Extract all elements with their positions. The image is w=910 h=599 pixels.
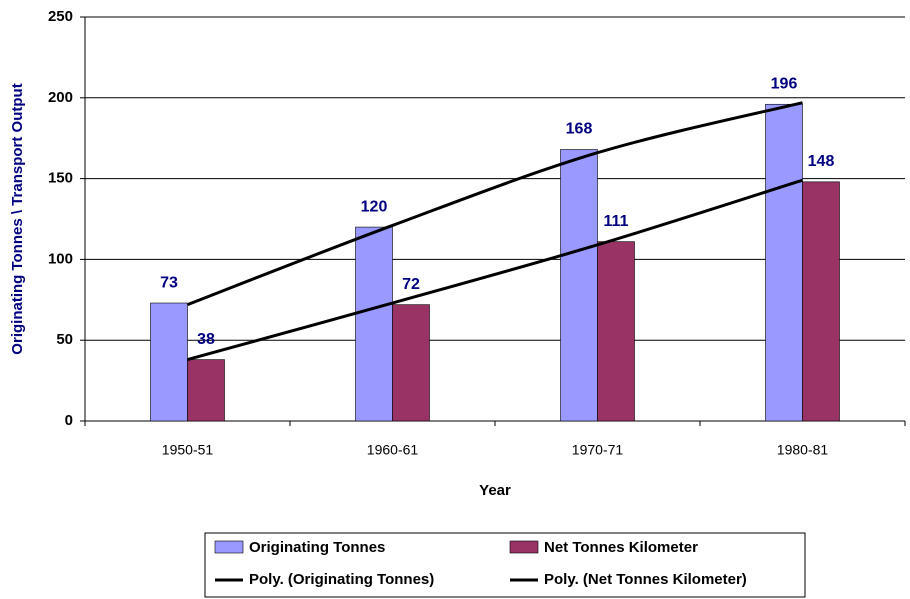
y-tick-label: 150 (48, 170, 73, 187)
x-tick-label: 1960-61 (367, 442, 419, 458)
bar (187, 359, 225, 422)
legend-label: Net Tonnes Kilometer (544, 539, 698, 556)
bar (560, 149, 598, 422)
y-tick-label: 50 (56, 331, 73, 348)
bar (802, 181, 840, 422)
value-label: 73 (160, 274, 178, 291)
bar (392, 304, 430, 422)
legend-box (204, 532, 806, 598)
value-label: 148 (808, 153, 835, 170)
legend-label: Poly. (Net Tonnes Kilometer) (544, 571, 747, 588)
bar (355, 226, 393, 422)
legend-label: Poly. (Originating Tonnes) (249, 571, 434, 588)
value-label: 120 (361, 198, 388, 215)
bar (765, 103, 803, 422)
x-axis-title: Year (479, 482, 511, 499)
value-label: 168 (566, 121, 593, 138)
legend-label: Originating Tonnes (249, 539, 385, 556)
value-label: 196 (771, 75, 798, 92)
x-tick-label: 1970-71 (572, 442, 624, 458)
value-label: 38 (197, 331, 215, 348)
legend-swatch (214, 540, 244, 554)
value-label: 111 (604, 213, 629, 230)
bar (597, 241, 635, 422)
x-tick-label: 1980-81 (777, 442, 829, 458)
bar (150, 302, 188, 422)
y-tick-label: 0 (65, 412, 73, 429)
trendline (187, 178, 803, 362)
y-tick-label: 100 (48, 250, 73, 267)
y-tick-label: 200 (48, 89, 73, 106)
value-label: 72 (402, 276, 420, 293)
y-axis-title: Originating Tonnes \ Transport Output (9, 83, 26, 354)
x-tick-label: 1950-51 (162, 442, 214, 458)
legend-swatch (509, 540, 539, 554)
y-tick-label: 250 (48, 8, 73, 25)
trendline (186, 101, 803, 307)
